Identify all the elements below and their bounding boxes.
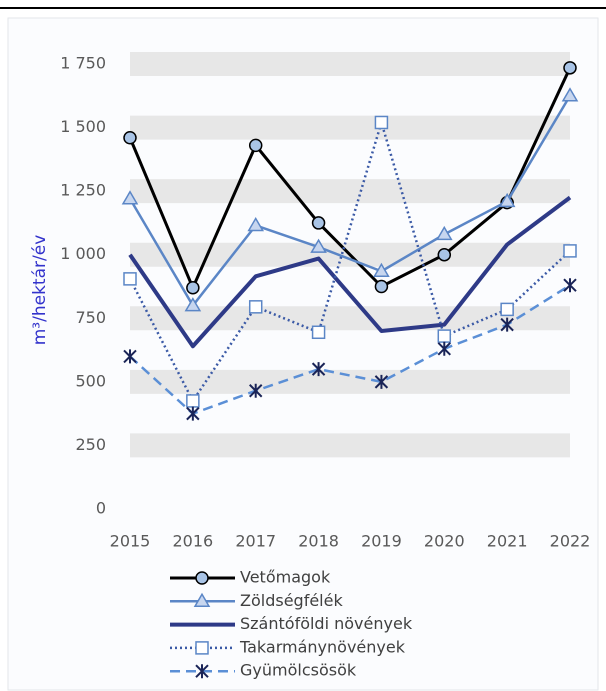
x-tick-label: 2016 bbox=[172, 532, 213, 551]
marker bbox=[195, 571, 209, 585]
x-tick-label: 2021 bbox=[487, 532, 528, 551]
marker bbox=[123, 272, 137, 286]
marker bbox=[184, 297, 202, 312]
marker bbox=[123, 130, 137, 145]
marker bbox=[247, 216, 265, 232]
marker bbox=[437, 247, 452, 262]
marker bbox=[374, 374, 389, 389]
marker bbox=[248, 138, 263, 153]
series-line bbox=[128, 121, 571, 403]
marker bbox=[435, 225, 453, 241]
legend-label: Gyümölcsösök bbox=[240, 661, 357, 680]
x-tick-label: 2019 bbox=[361, 532, 402, 551]
series-line bbox=[128, 95, 572, 307]
x-tick-label: 2020 bbox=[424, 532, 465, 551]
marker bbox=[437, 329, 452, 343]
marker bbox=[121, 190, 139, 205]
marker bbox=[563, 278, 577, 293]
marker bbox=[310, 238, 327, 253]
y-tick-label: 0 bbox=[96, 499, 106, 518]
marker bbox=[249, 383, 263, 398]
x-tick-label: 2017 bbox=[235, 532, 276, 551]
marker bbox=[437, 341, 451, 356]
y-tick-label: 1 000 bbox=[60, 244, 106, 263]
y-tick-label: 1 750 bbox=[60, 54, 106, 73]
legend-label: Zöldségfélék bbox=[240, 591, 343, 610]
marker bbox=[500, 302, 514, 317]
x-tick-label: 2015 bbox=[110, 532, 151, 551]
marker bbox=[186, 281, 200, 295]
marker bbox=[248, 300, 263, 314]
marker bbox=[374, 115, 389, 130]
y-tick-label: 1 250 bbox=[60, 181, 106, 200]
x-tick-label: 2022 bbox=[550, 532, 591, 551]
marker bbox=[186, 406, 200, 421]
marker bbox=[563, 244, 577, 258]
marker bbox=[195, 641, 209, 655]
marker bbox=[195, 664, 209, 679]
legend-label: Vetőmagok bbox=[240, 568, 331, 587]
legend-label: Szántóföldi növények bbox=[240, 614, 413, 633]
y-tick-label: 750 bbox=[75, 308, 106, 327]
marker bbox=[498, 192, 516, 208]
marker bbox=[563, 61, 577, 75]
marker bbox=[561, 87, 579, 102]
series-line bbox=[128, 195, 572, 349]
marker bbox=[311, 216, 326, 230]
legend-label: Takarmánynövények bbox=[239, 637, 406, 656]
marker bbox=[311, 362, 326, 377]
y-tick-label: 250 bbox=[75, 435, 106, 454]
y-axis-label: m³/hektár/év bbox=[30, 235, 50, 346]
marker bbox=[123, 349, 137, 364]
series-line bbox=[128, 67, 572, 290]
marker bbox=[374, 279, 389, 294]
marker bbox=[373, 262, 390, 277]
marker bbox=[193, 592, 211, 608]
y-tick-label: 500 bbox=[75, 371, 106, 390]
marker bbox=[186, 394, 200, 408]
x-tick-label: 2018 bbox=[298, 532, 339, 551]
marker bbox=[311, 325, 326, 340]
marker bbox=[500, 317, 514, 332]
series-line bbox=[129, 284, 571, 415]
y-tick-label: 1 500 bbox=[60, 117, 106, 136]
